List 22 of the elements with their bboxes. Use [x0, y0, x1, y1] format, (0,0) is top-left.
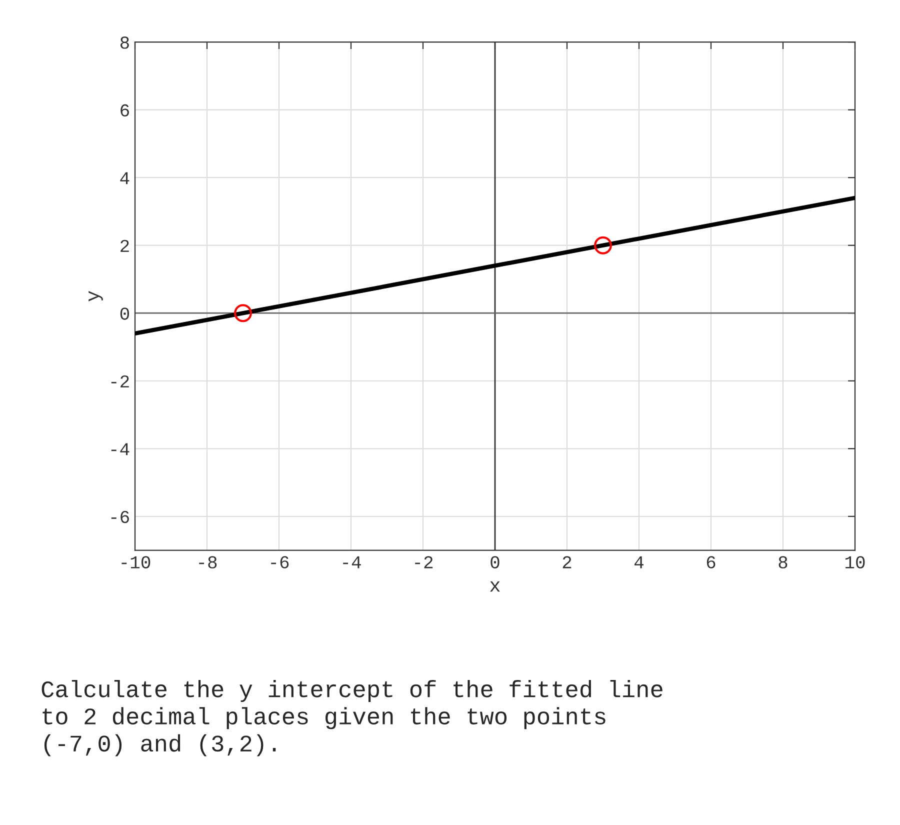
y-tick-label: 8: [120, 36, 129, 49]
x-tick-label: -2: [415, 556, 433, 568]
y-tick-label: 2: [120, 240, 129, 252]
y-tick-label: 6: [120, 104, 129, 117]
x-tick-label: 8: [778, 556, 788, 568]
x-tick-label: 4: [634, 556, 644, 568]
x-axis-title: x: [490, 581, 500, 592]
x-tick-label: -8: [199, 556, 217, 568]
x-tick-label: 6: [706, 556, 716, 568]
x-tick-label: -4: [343, 556, 361, 568]
y-axis-title: y: [88, 290, 103, 302]
y-tick-label: -4: [111, 443, 130, 456]
x-tick-label: 2: [562, 556, 572, 568]
y-tick-label: 0: [120, 308, 130, 320]
y-tick-label: -2: [111, 375, 129, 388]
text: Calculate the y intercept of the fitted line to 2 decimal places given the two points (-7,0) and (3,2).: [42, 680, 662, 756]
x-tick-label: -6: [271, 556, 289, 568]
x-tick-label: 0: [490, 556, 500, 568]
y-tick-label: -6: [111, 510, 129, 524]
y-tick-label: 4: [120, 172, 130, 184]
x-tick-label: 10: [845, 556, 865, 568]
x-tick-label: -10: [122, 556, 150, 568]
